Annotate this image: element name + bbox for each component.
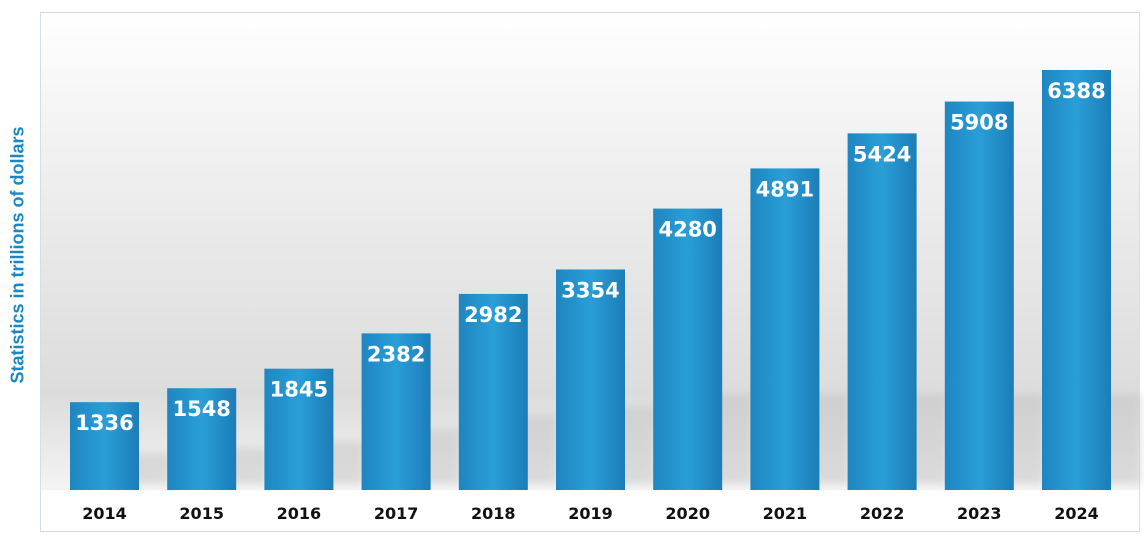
bar-value-label: 3354 — [561, 278, 619, 302]
bar-value-label: 6388 — [1047, 79, 1105, 103]
x-tick-label: 2024 — [1054, 504, 1099, 523]
bar-2024 — [1042, 70, 1111, 490]
bar-2020 — [653, 208, 723, 491]
x-tick-label: 2020 — [665, 504, 710, 523]
x-tick-label: 2017 — [374, 504, 419, 523]
bar-value-label: 5424 — [853, 142, 911, 166]
bar-2019 — [556, 269, 625, 490]
bar-2022 — [847, 133, 917, 490]
bar-value-label: 1336 — [75, 411, 133, 435]
x-tick-label: 2019 — [568, 504, 613, 523]
bar-2018 — [458, 293, 528, 490]
x-tick-label: 2018 — [471, 504, 516, 523]
x-tick-label: 2016 — [277, 504, 322, 523]
bar-2016 — [264, 368, 334, 490]
bar-2017 — [361, 333, 431, 490]
x-tick-label: 2023 — [957, 504, 1002, 523]
bar-value-label: 5908 — [950, 111, 1008, 135]
bar-2021 — [750, 168, 820, 490]
bar-2015 — [167, 388, 237, 490]
bar-value-label: 2982 — [464, 303, 522, 327]
bar-2023 — [944, 101, 1014, 490]
bar-2014 — [70, 402, 139, 490]
bar-value-label: 2382 — [367, 342, 425, 366]
x-tick-label: 2022 — [860, 504, 905, 523]
x-tick-label: 2021 — [763, 504, 808, 523]
bar-value-label: 1845 — [270, 378, 328, 402]
bar-value-label: 1548 — [172, 397, 230, 421]
bar-value-label: 4280 — [658, 218, 716, 242]
x-tick-label: 2014 — [82, 504, 127, 523]
x-tick-label: 2015 — [179, 504, 224, 523]
bar-value-label: 4891 — [756, 177, 814, 201]
